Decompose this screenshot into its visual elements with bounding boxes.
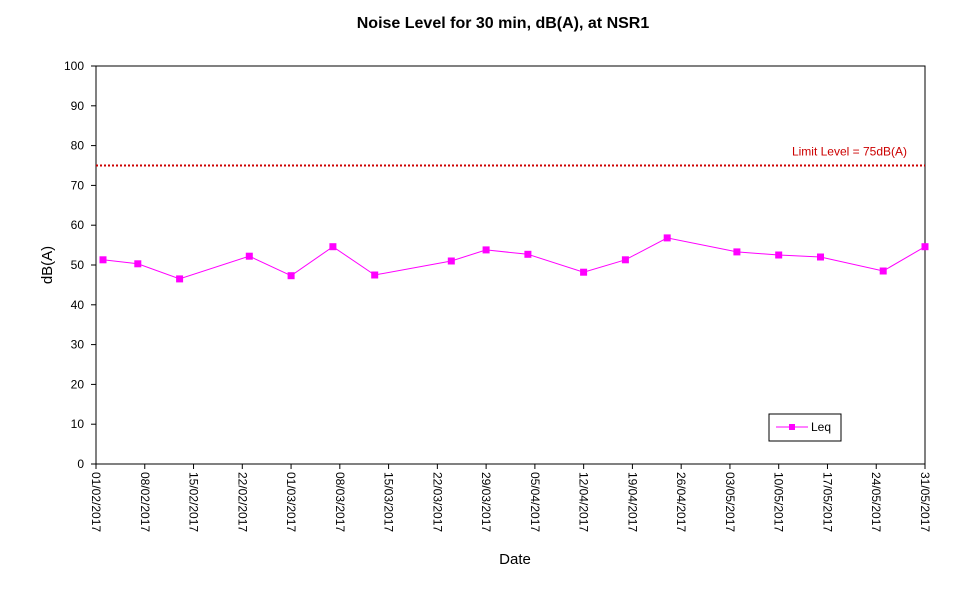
x-axis: 01/02/2017 08/02/2017 15/02/2017 22/02/2017… — [89, 464, 932, 532]
data-point — [482, 246, 490, 254]
y-tick-label: 50 — [71, 258, 85, 272]
data-point — [99, 256, 107, 264]
x-tick-label: 01/02/2017 — [89, 472, 103, 532]
x-tick-label: 24/05/2017 — [869, 472, 883, 532]
x-tick-label: 12/04/2017 — [577, 472, 591, 532]
y-tick-label: 100 — [64, 59, 84, 73]
x-tick-label: 08/02/2017 — [138, 472, 152, 532]
data-point — [621, 256, 629, 264]
data-point — [329, 243, 337, 251]
x-tick-label: 05/04/2017 — [528, 472, 542, 532]
y-tick-label: 0 — [77, 457, 84, 471]
data-point — [287, 272, 295, 280]
y-tick-label: 80 — [71, 139, 85, 153]
y-tick-label: 90 — [71, 99, 85, 113]
series-line — [102, 237, 926, 280]
data-point — [176, 275, 184, 283]
x-tick-label: 17/05/2017 — [820, 472, 834, 532]
x-tick-label: 19/04/2017 — [625, 472, 639, 532]
legend-marker — [789, 424, 795, 430]
x-tick-label: 10/05/2017 — [772, 472, 786, 532]
legend-label: Leq — [811, 420, 831, 434]
y-tick-label: 40 — [71, 298, 85, 312]
limit-label: Limit Level = 75dB(A) — [792, 145, 907, 159]
data-point — [245, 252, 253, 260]
series-layer — [99, 234, 929, 283]
x-tick-label: 29/03/2017 — [479, 472, 493, 532]
x-tick-label: 22/03/2017 — [430, 472, 444, 532]
data-point — [524, 250, 532, 258]
y-axis-label: dB(A) — [39, 246, 56, 284]
x-tick-label: 15/02/2017 — [187, 472, 201, 532]
data-point — [775, 251, 783, 259]
y-tick-label: 10 — [71, 417, 85, 431]
y-tick-label: 60 — [71, 218, 85, 232]
x-tick-label: 26/04/2017 — [674, 472, 688, 532]
data-point — [447, 257, 455, 265]
x-tick-label: 22/02/2017 — [235, 472, 249, 532]
chart-title: Noise Level for 30 min, dB(A), at NSR1 — [357, 15, 650, 32]
data-point — [733, 248, 741, 256]
data-point — [817, 253, 824, 261]
data-point — [921, 243, 929, 251]
data-point — [134, 260, 142, 268]
x-axis-label: Date — [499, 551, 531, 568]
data-point — [580, 268, 588, 276]
x-tick-label: 08/03/2017 — [333, 472, 347, 532]
plot-area — [95, 65, 926, 465]
data-point — [663, 234, 671, 242]
y-tick-label: 30 — [71, 338, 85, 352]
data-point — [879, 267, 887, 275]
y-tick-label: 20 — [71, 377, 85, 391]
x-tick-label: 15/03/2017 — [382, 472, 396, 532]
data-point — [371, 271, 379, 279]
y-tick-label: 70 — [71, 178, 85, 192]
x-tick-label: 31/05/2017 — [918, 472, 932, 532]
x-tick-label: 01/03/2017 — [284, 472, 298, 532]
y-axis: 0 10 20 30 40 50 60 70 80 90 100 — [64, 59, 96, 471]
x-tick-label: 03/05/2017 — [723, 472, 737, 532]
legend: Leq — [768, 413, 842, 442]
